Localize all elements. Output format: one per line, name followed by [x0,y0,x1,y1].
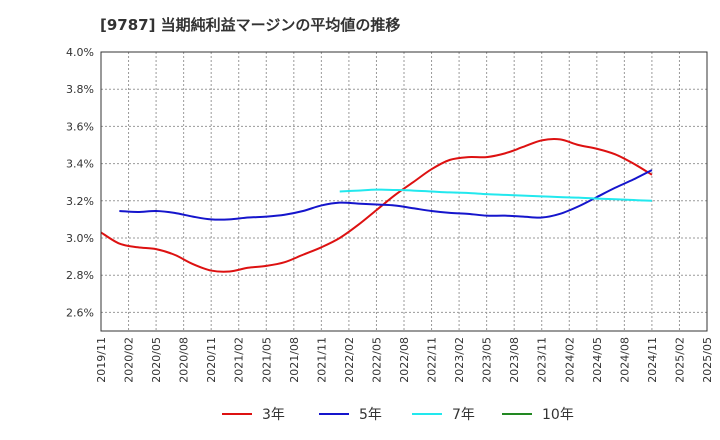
x-tick-label: 2023/02 [453,337,466,383]
x-tick-label: 2022/08 [398,337,411,383]
y-tick-label: 2.8% [66,269,94,282]
legend-item: 5年 [319,402,382,426]
grid-layer [100,51,708,331]
legend-item: 3年 [222,402,285,426]
legend-item: 7年 [412,402,475,426]
y-tick-label: 3.0% [66,232,94,245]
series-line-3 [339,188,652,202]
x-tick-label: 2025/02 [673,337,686,383]
x-tick-label: 2025/05 [701,337,714,383]
x-tick-label: 2021/08 [288,337,301,383]
x-tick-label: 2024/05 [591,337,604,383]
y-tick-label: 4.0% [66,46,94,59]
legend-swatch [319,413,349,415]
y-tick-label: 3.2% [66,195,94,208]
legend-label: 7年 [452,407,475,423]
x-tick-label: 2021/02 [233,337,246,383]
x-tick-label: 2023/11 [536,337,549,383]
chart-title: [9787] 当期純利益マージンの平均値の推移 [100,16,401,34]
legend-label: 10年 [542,407,574,423]
y-tick-label: 3.4% [66,158,94,171]
x-tick-label: 2020/02 [123,337,136,383]
legend-item: 10年 [502,402,574,426]
x-tick-label: 2024/11 [646,337,659,383]
x-tick-label: 2022/11 [426,337,439,383]
x-tick-label: 2022/05 [370,337,383,383]
legend-swatch [412,413,442,415]
x-tick-label: 2021/11 [315,337,328,383]
y-tick-label: 3.8% [66,83,94,96]
series-line-2 [119,169,653,221]
x-tick-label: 2023/08 [508,337,521,383]
x-tick-label: 2020/05 [150,337,163,383]
y-tick-label: 2.6% [66,306,94,319]
plot-frame [100,51,708,332]
x-tick-label: 2019/11 [95,337,108,383]
x-tick-label: 2020/11 [205,337,218,383]
x-tick-label: 2020/08 [178,337,191,383]
x-tick-label: 2024/02 [563,337,576,383]
series-layer [100,138,653,273]
x-tick-label: 2023/05 [481,337,494,383]
legend: 3年 5年 7年 10年 [0,402,720,426]
legend-swatch [502,413,532,415]
legend-label: 5年 [359,407,382,423]
x-tick-label: 2022/02 [343,337,356,383]
legend-label: 3年 [262,407,285,423]
y-tick-label: 3.6% [66,120,94,133]
axis-layer: 4.0% 3.8% 3.6% 3.4% 3.2% 3.0% 2.8% 2.6% 2019/11 2… [66,46,714,383]
x-tick-label: 2021/05 [260,337,273,383]
series-line-1 [100,138,653,273]
x-tick-label: 2024/08 [618,337,631,383]
legend-swatch [222,413,252,415]
